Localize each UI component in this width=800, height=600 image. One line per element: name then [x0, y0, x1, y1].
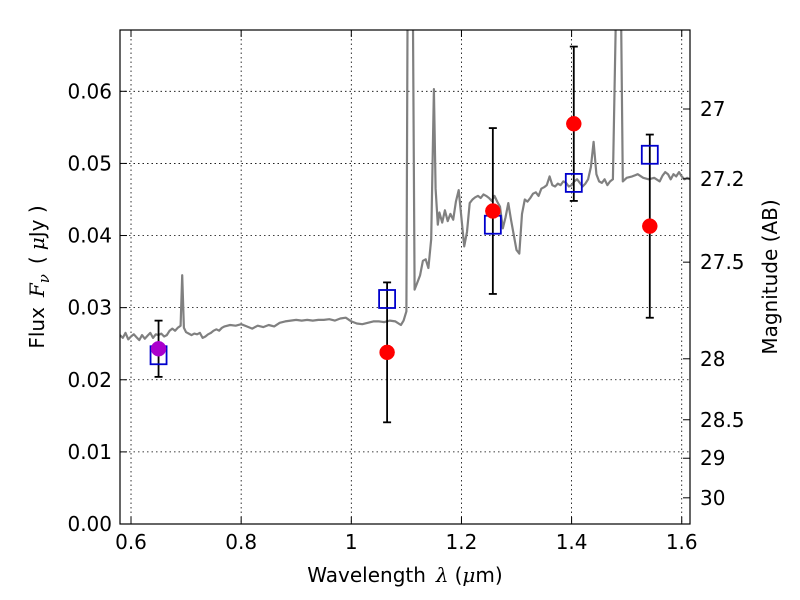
y2-tick-label: 27.5 — [700, 250, 745, 274]
y2-tick-label: 28.5 — [700, 408, 745, 432]
y-tick-label: 0.04 — [67, 224, 112, 248]
x-tick-label: 1.2 — [446, 530, 478, 554]
model-point-square — [640, 144, 659, 165]
x-tick-label: 0.8 — [225, 530, 257, 554]
y-axis-ticks: 0.00 0.01 0.02 0.03 0.04 0.05 0.06 — [67, 79, 127, 536]
y-axis-label-subscript: ν — [35, 274, 53, 283]
x-tick-label: 1.4 — [556, 530, 588, 554]
observed-point-circle — [379, 344, 395, 361]
x-axis-ticks: 0.6 0.8 1 1.2 1.4 1.6 — [115, 30, 698, 554]
y-axis-label: Flux Fν ( μJy ) — [25, 205, 53, 348]
spectrum-layer — [120, 30, 690, 342]
model-point-square — [564, 172, 583, 193]
y2-tick-label: 27.2 — [700, 167, 745, 191]
x-axis-label-text: Wavelength — [307, 563, 426, 587]
x-axis-label-unit-open: ( — [455, 563, 463, 587]
spectrum-line — [120, 30, 690, 342]
y2-tick-label: 27 — [700, 97, 725, 121]
y2-axis-label: Magnitude (AB) — [758, 199, 782, 354]
y-tick-label: 0.00 — [67, 512, 112, 536]
observed-point-circle — [150, 341, 167, 357]
x-axis-label-unit-mu: μ — [462, 563, 475, 587]
observed-point-circle — [566, 116, 582, 132]
y-axis-label-text: Flux — [25, 307, 49, 349]
x-axis-label-symbol: λ — [435, 563, 449, 587]
y-axis-label-unit-open: ( — [25, 256, 49, 264]
y-tick-label: 0.06 — [67, 79, 112, 103]
x-axis-label-unit-rest: m) — [475, 563, 502, 587]
x-tick-label: 1.6 — [666, 530, 698, 554]
model-point-square — [378, 289, 397, 309]
y-tick-label: 0.02 — [67, 368, 112, 392]
y-tick-label: 0.03 — [67, 296, 112, 320]
y2-tick-label: 29 — [700, 446, 725, 470]
observed-points-layer — [150, 116, 658, 361]
y2-axis-ticks: 27 27.2 27.5 28 28.5 29 30 — [683, 97, 745, 510]
y-axis-label-symbol: F — [25, 282, 49, 298]
x-axis-label: Wavelength λ (μm) — [307, 563, 502, 587]
x-tick-label: 0.6 — [115, 530, 147, 554]
observed-point-circle — [485, 203, 501, 219]
y-tick-label: 0.01 — [67, 440, 112, 464]
x-tick-label: 1 — [345, 530, 358, 554]
observed-point-circle — [642, 218, 658, 234]
plot-frame — [119, 29, 691, 525]
y-tick-label: 0.05 — [67, 151, 112, 175]
grid-lines — [120, 30, 690, 524]
plot-background — [120, 30, 690, 524]
y2-tick-label: 30 — [700, 486, 725, 510]
y2-tick-label: 28 — [700, 347, 725, 371]
y-axis-label-unit-rest: Jy ) — [25, 205, 49, 239]
y-axis-label-unit-mu: μ — [25, 237, 49, 250]
